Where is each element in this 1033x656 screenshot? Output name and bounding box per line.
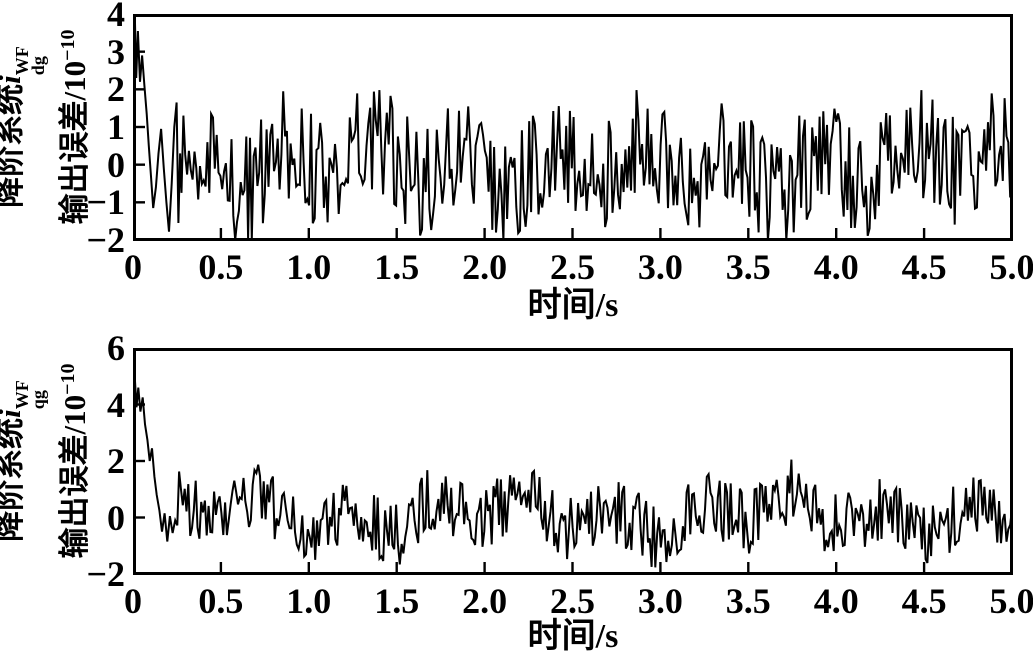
y-tick-label: −1	[86, 182, 125, 223]
y-tick-label: 0	[107, 497, 125, 538]
x-axis-title-iqg: 时间/s	[333, 620, 813, 654]
x-tick-label: 0	[124, 247, 142, 287]
x-title-text: 时间/s	[527, 287, 619, 324]
x-tick-label: 3.5	[725, 581, 771, 621]
x-tick-label: 4.0	[813, 581, 859, 621]
x-tick-label: 4.0	[813, 247, 859, 287]
x-tick-label: 1.5	[374, 581, 420, 621]
x-tick-label: 4.5	[901, 581, 947, 621]
y-tick-label: −2	[86, 554, 125, 594]
y-title-variable: i	[0, 75, 27, 84]
plot-area-iqg	[133, 348, 1013, 575]
x-tick-label: 4.5	[901, 247, 947, 287]
x-tick-label: 5.0	[989, 581, 1033, 621]
y-title-variable: i	[0, 409, 27, 418]
y-tick-label: 1	[107, 107, 125, 147]
x-axis-title-idg: 时间/s	[333, 289, 813, 323]
y-tick-label: 3	[107, 31, 125, 72]
x-tick-label: 5.0	[989, 247, 1033, 287]
signal-line	[133, 377, 1013, 568]
x-tick-label: 0.5	[198, 247, 244, 287]
x-tick-label: 2.0	[462, 247, 508, 287]
signal-line	[133, 14, 1013, 241]
y-tick-label: 6	[107, 328, 125, 368]
x-tick-label: 2.5	[550, 581, 595, 621]
x-tick-label: 3.0	[637, 581, 683, 621]
y-tick-label: 0	[107, 144, 125, 185]
plot-area-idg	[133, 14, 1013, 241]
x-tick-label: 0.5	[198, 581, 244, 621]
y-title-prefix: 降阶系统	[0, 417, 27, 542]
x-title-text: 时间/s	[527, 618, 619, 655]
x-tick-label: 1.0	[286, 247, 332, 287]
x-tick-label: 2.0	[462, 581, 508, 621]
y-tick-label: 4	[107, 0, 125, 34]
x-tick-label: 1.5	[374, 247, 420, 287]
y-tick-label: 2	[107, 441, 125, 481]
x-tick-label: 0	[124, 581, 142, 621]
y-tick-label: −2	[86, 220, 125, 260]
y-title-prefix: 降阶系统	[0, 83, 27, 208]
x-tick-label: 3.5	[725, 247, 771, 287]
y-tick-label: 2	[107, 69, 125, 110]
plot-border	[133, 14, 1013, 241]
y-tick-label: 4	[107, 384, 125, 425]
x-tick-label: 3.0	[637, 247, 683, 287]
x-tick-label: 1.0	[286, 581, 332, 621]
plot-border	[133, 348, 1013, 575]
x-tick-label: 2.5	[550, 247, 595, 287]
